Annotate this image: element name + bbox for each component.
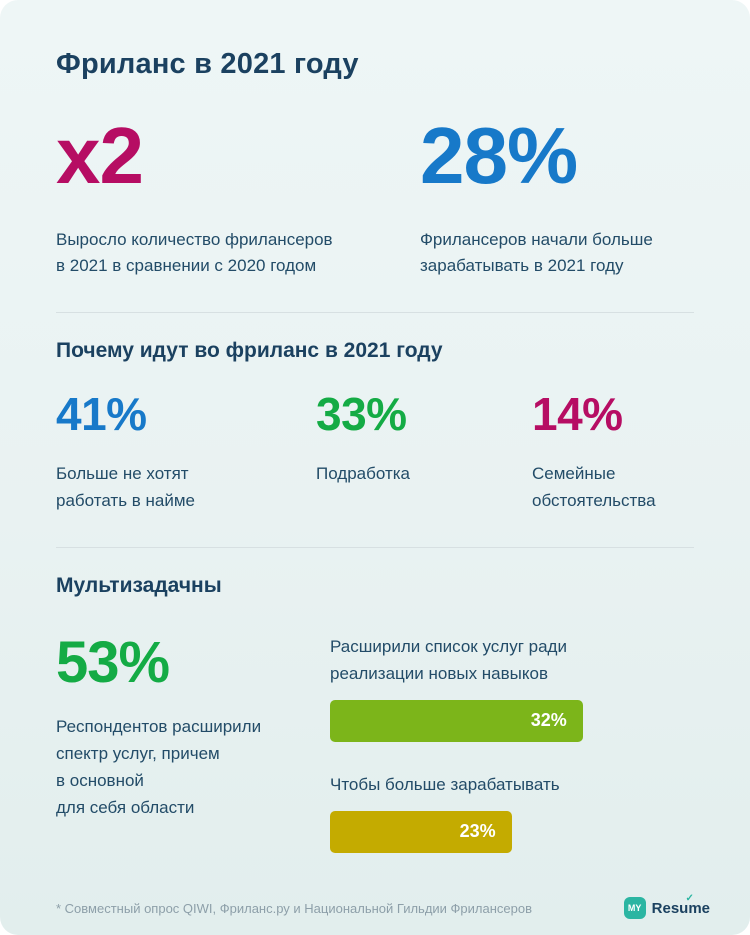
myresume-logo-icon: MY <box>623 897 646 919</box>
bar-value-label: 32% <box>530 710 567 731</box>
myresume-logo[interactable]: MY Resume ✓ <box>623 893 710 919</box>
stat-earning-more: 28% Фрилансеров начали больше зарабатыва… <box>420 115 694 280</box>
stat-caption: Фрилансеров начали больше зарабатывать в… <box>420 229 653 276</box>
page-title: Фриланс в 2021 году <box>56 48 359 80</box>
multitask-grid: 53% Респондентов расширили спектр услуг,… <box>56 634 694 853</box>
bar-group-new-skills: Расширили список услуг ради реализации н… <box>330 634 694 742</box>
stat-family-reasons: 14% Семейные обстоятельства <box>532 391 694 515</box>
section-heading: Почему идут во фриланс в 2021 году <box>56 339 443 363</box>
stat-expanded-services: 53% Респондентов расширили спектр услуг,… <box>56 634 330 853</box>
stat-no-employment: 41% Больше не хотят работать в найме <box>56 391 316 515</box>
multitask-section: Мультизадачны 53% Респондентов расширили… <box>56 574 694 853</box>
survey-footnote: * Совместный опрос QIWI, Фриланс.ру и На… <box>56 900 533 916</box>
bar-group-earn-more: Чтобы больше зарабатывать 23% <box>330 772 694 853</box>
stat-value: 53% <box>56 630 170 696</box>
check-icon: ✓ <box>685 892 694 904</box>
stat-caption: Респондентов расширили спектр услуг, при… <box>56 717 262 817</box>
stat-freelancer-growth: x2 Выросло количество фрилансеров в 2021… <box>56 115 420 280</box>
stat-caption: Подработка <box>316 464 410 484</box>
myresume-logo-text: Resume ✓ <box>651 893 710 917</box>
stat-caption: Семейные обстоятельства <box>532 464 656 511</box>
stat-side-job: 33% Подработка <box>316 391 532 515</box>
divider <box>56 547 694 549</box>
card-footer: * Совместный опрос QIWI, Фриланс.ру и На… <box>56 893 710 919</box>
stat-value: x2 <box>56 111 144 200</box>
stat-value: 28% <box>420 111 578 200</box>
section-heading: Мультизадачны <box>56 574 222 598</box>
stat-value: 41% <box>56 388 147 441</box>
stat-value: 14% <box>532 388 623 441</box>
bar-earn-more: 23% <box>330 810 512 853</box>
why-freelance-section: Почему идут во фриланс в 2021 году 41% Б… <box>56 339 694 515</box>
bar-new-skills: 32% <box>330 699 583 742</box>
stat-caption: Больше не хотят работать в найме <box>56 464 196 511</box>
multitask-bars: Расширили список услуг ради реализации н… <box>330 634 694 853</box>
stat-value: 33% <box>316 388 407 441</box>
bar-value-label: 23% <box>459 821 496 842</box>
logo-wordmark: Resume <box>651 899 710 917</box>
why-stats-row: 41% Больше не хотят работать в найме 33%… <box>56 391 694 515</box>
bar-label: Чтобы больше зарабатывать <box>330 774 560 794</box>
hero-stats-section: x2 Выросло количество фрилансеров в 2021… <box>56 115 694 280</box>
divider <box>56 312 694 314</box>
bar-label: Расширили список услуг ради реализации н… <box>330 637 567 683</box>
stat-caption: Выросло количество фрилансеров в 2021 в … <box>56 229 333 276</box>
